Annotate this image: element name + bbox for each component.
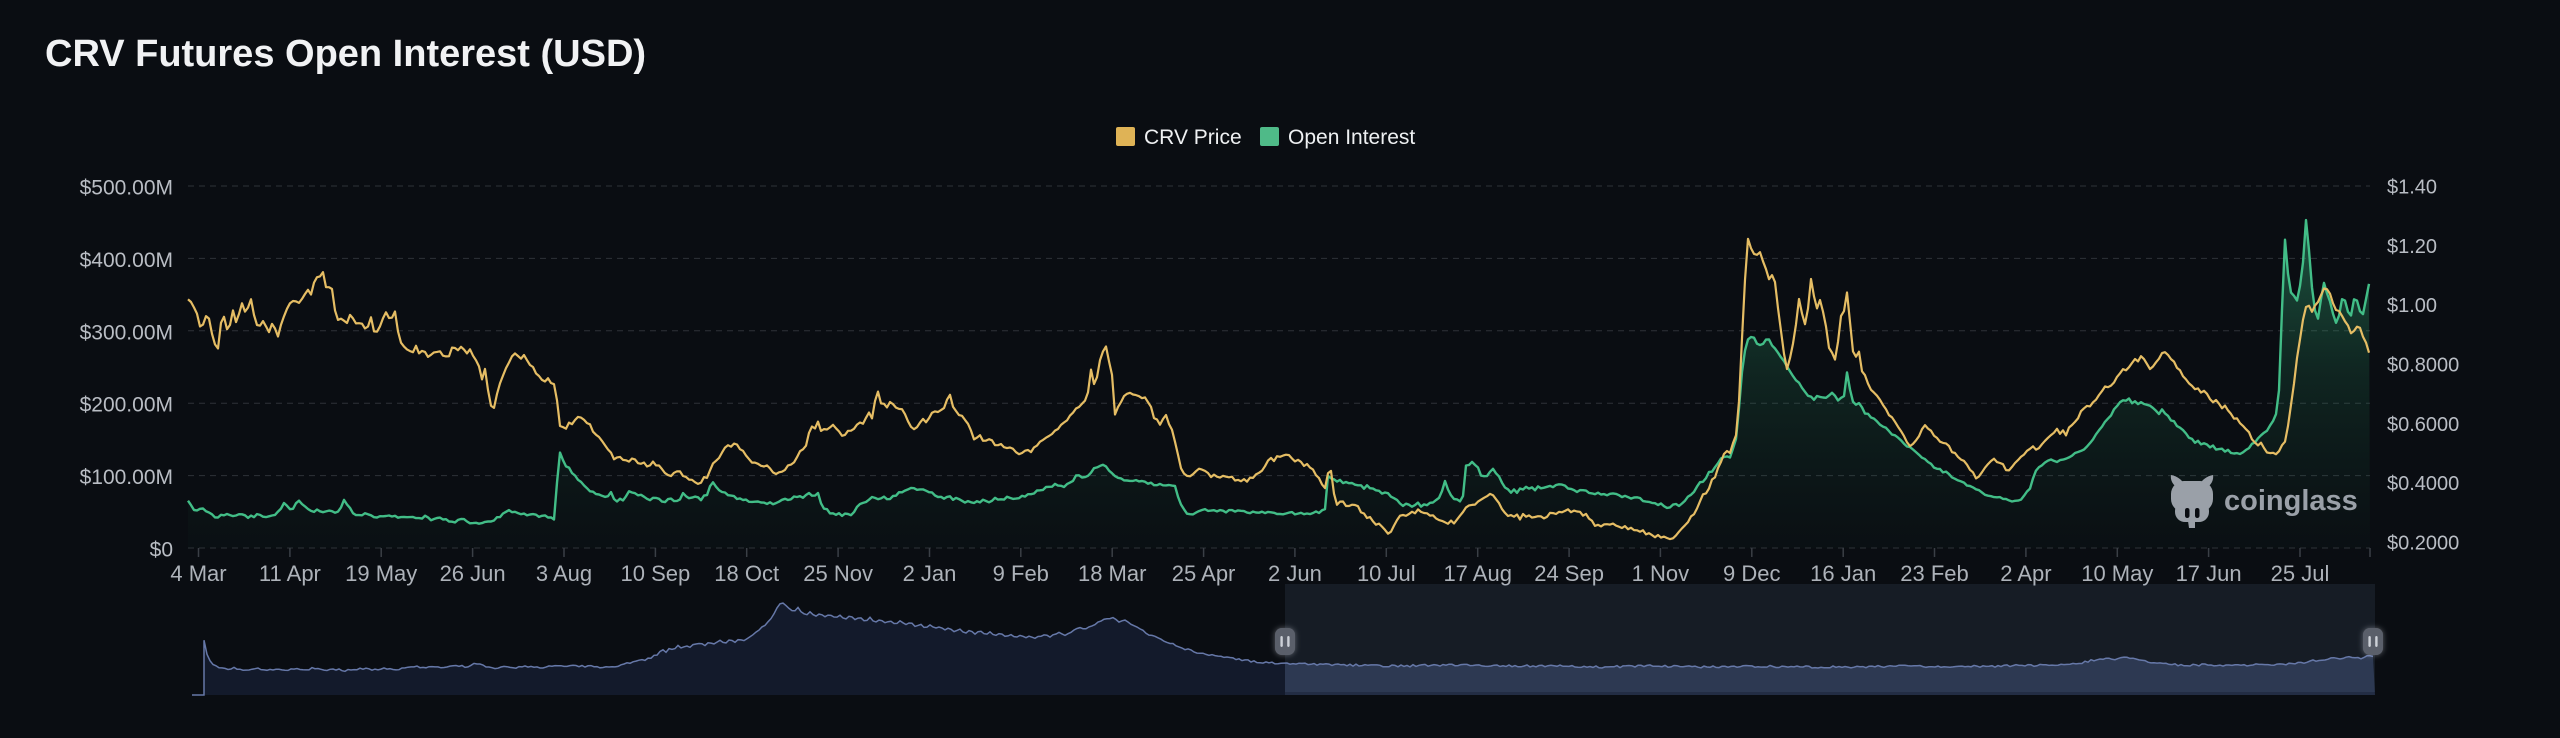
svg-text:CRV Price: CRV Price	[1144, 126, 1242, 149]
svg-text:CRV Futures Open Interest (USD: CRV Futures Open Interest (USD)	[45, 33, 646, 75]
svg-text:11 Apr: 11 Apr	[259, 561, 321, 586]
svg-text:18 Mar: 18 Mar	[1078, 561, 1146, 586]
svg-text:19 May: 19 May	[345, 561, 417, 586]
svg-text:10 May: 10 May	[2081, 561, 2153, 586]
svg-text:3 Aug: 3 Aug	[536, 561, 592, 586]
svg-text:Open Interest: Open Interest	[1288, 126, 1415, 149]
svg-text:4 Mar: 4 Mar	[170, 561, 226, 586]
svg-text:16 Jan: 16 Jan	[1810, 561, 1876, 586]
svg-text:$100.00M: $100.00M	[80, 466, 173, 489]
svg-text:2 Jan: 2 Jan	[903, 561, 957, 586]
svg-text:18 Oct: 18 Oct	[714, 561, 779, 586]
svg-text:$200.00M: $200.00M	[80, 394, 173, 417]
svg-text:$0.6000: $0.6000	[2387, 414, 2459, 436]
svg-text:17 Aug: 17 Aug	[1443, 561, 1512, 586]
svg-text:10 Jul: 10 Jul	[1357, 561, 1416, 586]
svg-text:25 Apr: 25 Apr	[1172, 561, 1236, 586]
svg-text:coinglass: coinglass	[2224, 485, 2358, 517]
svg-text:26 Jun: 26 Jun	[440, 561, 506, 586]
svg-text:$400.00M: $400.00M	[80, 249, 173, 272]
svg-text:$0.2000: $0.2000	[2387, 533, 2459, 555]
svg-text:$1.40: $1.40	[2387, 177, 2437, 199]
svg-text:$0.4000: $0.4000	[2387, 473, 2459, 495]
svg-text:2 Apr: 2 Apr	[2000, 561, 2051, 586]
svg-text:$0: $0	[150, 539, 173, 562]
svg-text:1 Nov: 1 Nov	[1632, 561, 1689, 586]
svg-text:$0.8000: $0.8000	[2387, 355, 2459, 377]
svg-text:$1.20: $1.20	[2387, 236, 2437, 258]
svg-text:17 Jun: 17 Jun	[2176, 561, 2242, 586]
svg-text:25 Jul: 25 Jul	[2271, 561, 2330, 586]
svg-text:23 Feb: 23 Feb	[1900, 561, 1969, 586]
svg-text:10 Sep: 10 Sep	[621, 561, 691, 586]
svg-text:25 Nov: 25 Nov	[803, 561, 873, 586]
svg-text:9 Feb: 9 Feb	[993, 561, 1049, 586]
svg-text:2 Jun: 2 Jun	[1268, 561, 1322, 586]
svg-text:$1.00: $1.00	[2387, 295, 2437, 317]
svg-text:$300.00M: $300.00M	[80, 321, 173, 344]
svg-text:24 Sep: 24 Sep	[1534, 561, 1604, 586]
svg-text:$500.00M: $500.00M	[80, 177, 173, 200]
svg-text:9 Dec: 9 Dec	[1723, 561, 1780, 586]
